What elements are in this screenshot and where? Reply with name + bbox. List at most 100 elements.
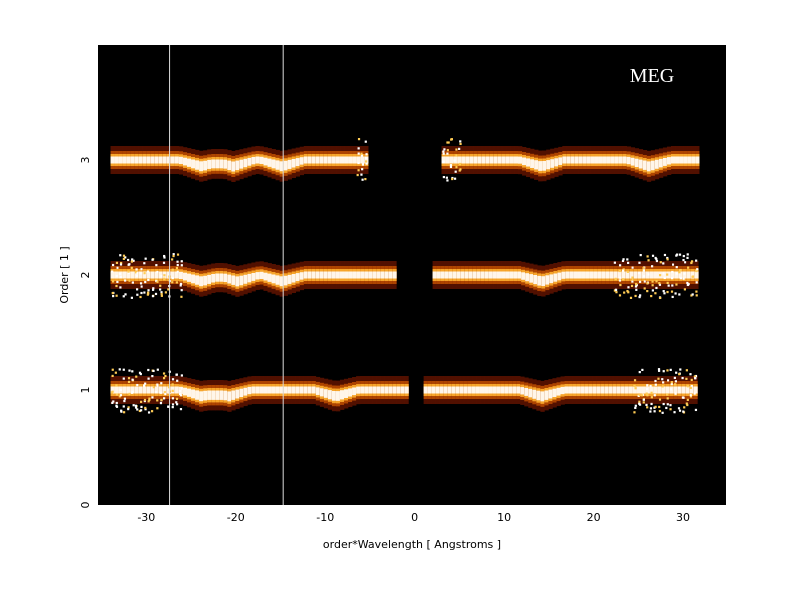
band-cell <box>683 156 688 164</box>
noise-pixel <box>134 404 138 407</box>
band-cell <box>432 271 437 279</box>
band-cell <box>174 271 180 279</box>
band-cell <box>600 386 606 394</box>
band-cell <box>259 386 264 394</box>
band-cell <box>597 271 602 279</box>
noise-pixel <box>689 386 692 390</box>
noise-pixel <box>151 375 154 378</box>
noise-pixel <box>123 399 126 403</box>
band-cell <box>138 386 144 394</box>
band-cell <box>612 386 618 394</box>
noise-pixel <box>144 257 147 260</box>
band-cell <box>496 386 501 394</box>
band-cell <box>596 386 602 394</box>
noise-pixel <box>152 287 155 290</box>
noise-pixel <box>459 168 462 171</box>
noise-pixel <box>614 288 618 291</box>
band-cell <box>311 386 317 394</box>
noise-pixel <box>175 281 178 284</box>
band-cell <box>146 271 152 279</box>
noise-pixel <box>159 401 163 405</box>
noise-pixel <box>618 294 622 297</box>
band-cell <box>283 386 288 394</box>
noise-pixel <box>171 397 175 400</box>
noise-pixel <box>135 375 138 378</box>
noise-pixel <box>642 269 645 272</box>
noise-pixel <box>695 259 698 262</box>
band-cell <box>239 275 244 286</box>
band-cell <box>388 386 393 394</box>
band-cell <box>380 271 385 279</box>
noise-pixel <box>659 296 662 300</box>
band-cell <box>376 271 381 279</box>
noise-pixel <box>666 256 669 260</box>
noise-pixel <box>139 295 142 299</box>
noise-pixel <box>671 284 674 287</box>
noise-pixel <box>455 154 458 157</box>
noise-pixel <box>614 277 617 280</box>
noise-pixel <box>634 387 637 390</box>
band-cell <box>694 271 699 279</box>
band-cell <box>516 386 521 394</box>
noise-pixel <box>150 410 154 413</box>
noise-pixel <box>111 368 114 371</box>
band-cell <box>142 271 148 279</box>
band-order-2 <box>110 253 699 300</box>
noise-pixel <box>629 296 633 299</box>
noise-pixel <box>654 256 657 260</box>
band-order-3 <box>110 138 700 182</box>
noise-pixel <box>658 409 662 413</box>
noise-pixel <box>115 274 118 278</box>
band-cell <box>573 271 578 279</box>
noise-pixel <box>123 411 126 414</box>
band-cell <box>223 159 228 169</box>
band-cell <box>586 156 591 164</box>
noise-pixel <box>160 398 163 402</box>
noise-pixel <box>131 378 134 381</box>
band-cell <box>364 271 369 279</box>
band-cell <box>435 386 441 394</box>
band-cell <box>138 271 144 279</box>
band-cell <box>219 159 224 169</box>
band-cell <box>464 271 470 279</box>
noise-pixel <box>160 275 163 278</box>
noise-pixel <box>122 254 126 257</box>
band-cell <box>335 271 341 279</box>
noise-pixel <box>459 140 462 143</box>
band-cell <box>279 276 284 287</box>
noise-pixel <box>148 397 151 400</box>
band-cell <box>675 156 680 164</box>
band-cell <box>691 156 696 164</box>
band-cell <box>562 156 567 164</box>
band-cell <box>283 160 288 171</box>
x-tick-label: 10 <box>497 511 511 524</box>
noise-pixel <box>681 396 685 399</box>
noise-pixel <box>119 275 122 279</box>
band-cell <box>259 271 264 279</box>
noise-pixel <box>650 402 653 406</box>
band-cell <box>279 386 284 394</box>
noise-pixel <box>650 294 653 298</box>
noise-pixel <box>645 403 648 407</box>
noise-pixel <box>657 368 661 371</box>
band-cell <box>554 158 559 167</box>
noise-pixel <box>639 294 642 297</box>
band-cell <box>480 271 486 279</box>
noise-pixel <box>176 260 179 263</box>
noise-pixel <box>646 255 649 258</box>
band-cell <box>471 386 477 394</box>
noise-pixel <box>130 260 134 263</box>
noise-pixel <box>140 400 143 403</box>
band-cell <box>348 156 353 164</box>
noise-pixel <box>638 400 641 403</box>
y-tick-label: 3 <box>79 157 92 164</box>
band-cell <box>436 271 441 279</box>
band-cell <box>534 160 539 170</box>
band-cell <box>693 386 698 394</box>
noise-pixel <box>654 383 657 386</box>
band-cell <box>211 159 216 169</box>
band-cell <box>130 386 135 394</box>
noise-pixel <box>642 266 645 270</box>
noise-pixel <box>163 256 166 259</box>
noise-pixel <box>112 400 115 403</box>
